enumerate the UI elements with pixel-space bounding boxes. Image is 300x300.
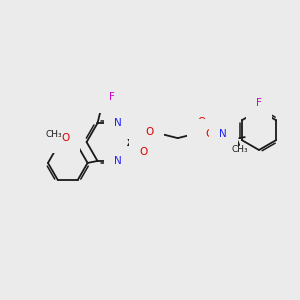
- Text: O: O: [145, 127, 153, 137]
- Text: F: F: [110, 92, 115, 102]
- Text: N: N: [114, 118, 122, 128]
- Text: O: O: [139, 147, 147, 157]
- Text: F: F: [100, 86, 106, 97]
- Text: CH₃: CH₃: [46, 130, 62, 140]
- Text: S: S: [142, 136, 150, 148]
- Text: F: F: [256, 98, 262, 108]
- Text: CH₃: CH₃: [232, 145, 248, 154]
- Text: O: O: [62, 133, 70, 143]
- Text: N: N: [219, 129, 227, 139]
- Text: N: N: [114, 156, 122, 166]
- Text: O: O: [197, 117, 206, 127]
- Text: O: O: [205, 129, 214, 139]
- Text: F: F: [91, 91, 97, 100]
